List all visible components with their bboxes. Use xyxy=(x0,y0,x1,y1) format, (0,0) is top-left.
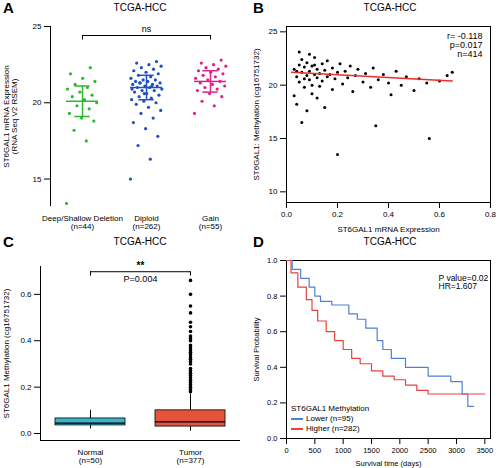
svg-text:Survival Probability: Survival Probability xyxy=(252,317,261,381)
svg-text:25: 25 xyxy=(269,27,278,36)
svg-text:2000: 2000 xyxy=(391,446,408,455)
svg-text:ST6GAL1: Methylation (cg167517: ST6GAL1: Methylation (cg16751732) xyxy=(252,48,261,180)
svg-text:15: 15 xyxy=(33,175,42,184)
html-text:TCGA-HCC: TCGA-HCC xyxy=(363,236,417,247)
html-text:A: A xyxy=(3,0,14,16)
html-text:TCGA-HCC: TCGA-HCC xyxy=(113,236,167,247)
html-text:Lower (n=95): Lower (n=95) xyxy=(306,414,354,423)
svg-text:0.4: 0.4 xyxy=(383,210,395,219)
svg-text:20: 20 xyxy=(269,81,278,90)
svg-text:r= -0.118p=0.017n=414: r= -0.118p=0.017n=414 xyxy=(447,31,483,59)
svg-text:ST6GAL1 mRNA Expression(RNA Se: ST6GAL1 mRNA Expression(RNA Seq V2 RSEM) xyxy=(2,65,19,167)
svg-text:500: 500 xyxy=(309,446,322,455)
svg-text:Gain(n=55): Gain(n=55) xyxy=(199,214,223,231)
svg-text:0.8: 0.8 xyxy=(267,292,277,301)
svg-text:0: 0 xyxy=(284,446,288,455)
svg-text:Diploid(n=262): Diploid(n=262) xyxy=(133,214,161,231)
svg-text:P value=0.02HR=1.607: P value=0.02HR=1.607 xyxy=(439,273,489,292)
html-text:TCGA-HCC: TCGA-HCC xyxy=(113,2,167,13)
svg-text:ns: ns xyxy=(142,24,152,34)
svg-text:P=0.004: P=0.004 xyxy=(124,274,158,284)
svg-text:Deep/Shallow Deletion(n=44): Deep/Shallow Deletion(n=44) xyxy=(42,214,123,231)
svg-text:25: 25 xyxy=(33,22,42,31)
svg-text:3500: 3500 xyxy=(476,446,493,455)
svg-text:Survival time (days): Survival time (days) xyxy=(356,459,422,468)
html-text:Higher (n=282): Higher (n=282) xyxy=(306,424,360,433)
svg-text:1500: 1500 xyxy=(363,446,380,455)
svg-text:0.6: 0.6 xyxy=(434,210,446,219)
svg-text:Tumor(n=377): Tumor(n=377) xyxy=(177,448,205,465)
html-text:B: B xyxy=(253,0,264,16)
svg-text:1.0: 1.0 xyxy=(267,256,277,265)
html-text:ST6GAL1 Methylation: ST6GAL1 Methylation xyxy=(291,404,370,413)
svg-text:0.6: 0.6 xyxy=(20,290,32,299)
svg-text:0.0: 0.0 xyxy=(20,429,32,438)
svg-text:0.4: 0.4 xyxy=(20,336,32,345)
svg-text:3000: 3000 xyxy=(448,446,465,455)
svg-text:0.2: 0.2 xyxy=(20,383,32,392)
svg-text:0.8: 0.8 xyxy=(485,210,497,219)
svg-text:**: ** xyxy=(137,260,145,271)
svg-text:0.0: 0.0 xyxy=(267,434,277,443)
svg-text:0.4: 0.4 xyxy=(267,363,277,372)
svg-text:ST6GAL1 Methylation (cg1675173: ST6GAL1 Methylation (cg16751732) xyxy=(2,288,11,418)
html-text:C: C xyxy=(3,233,14,250)
svg-text:0.0: 0.0 xyxy=(281,210,293,219)
svg-text:20: 20 xyxy=(33,98,42,107)
svg-text:ST6GAL1 mRNA Expression: ST6GAL1 mRNA Expression xyxy=(337,225,439,234)
svg-text:0.6: 0.6 xyxy=(267,327,277,336)
svg-text:Normal(n=50): Normal(n=50) xyxy=(78,448,104,465)
html-text:TCGA-HCC: TCGA-HCC xyxy=(363,2,417,13)
svg-text:1000: 1000 xyxy=(335,446,352,455)
html-text:D: D xyxy=(253,233,264,250)
svg-text:0.2: 0.2 xyxy=(332,210,344,219)
svg-text:0.2: 0.2 xyxy=(267,398,277,407)
svg-text:10: 10 xyxy=(269,187,278,196)
svg-text:2500: 2500 xyxy=(420,446,437,455)
svg-text:15: 15 xyxy=(269,134,278,143)
